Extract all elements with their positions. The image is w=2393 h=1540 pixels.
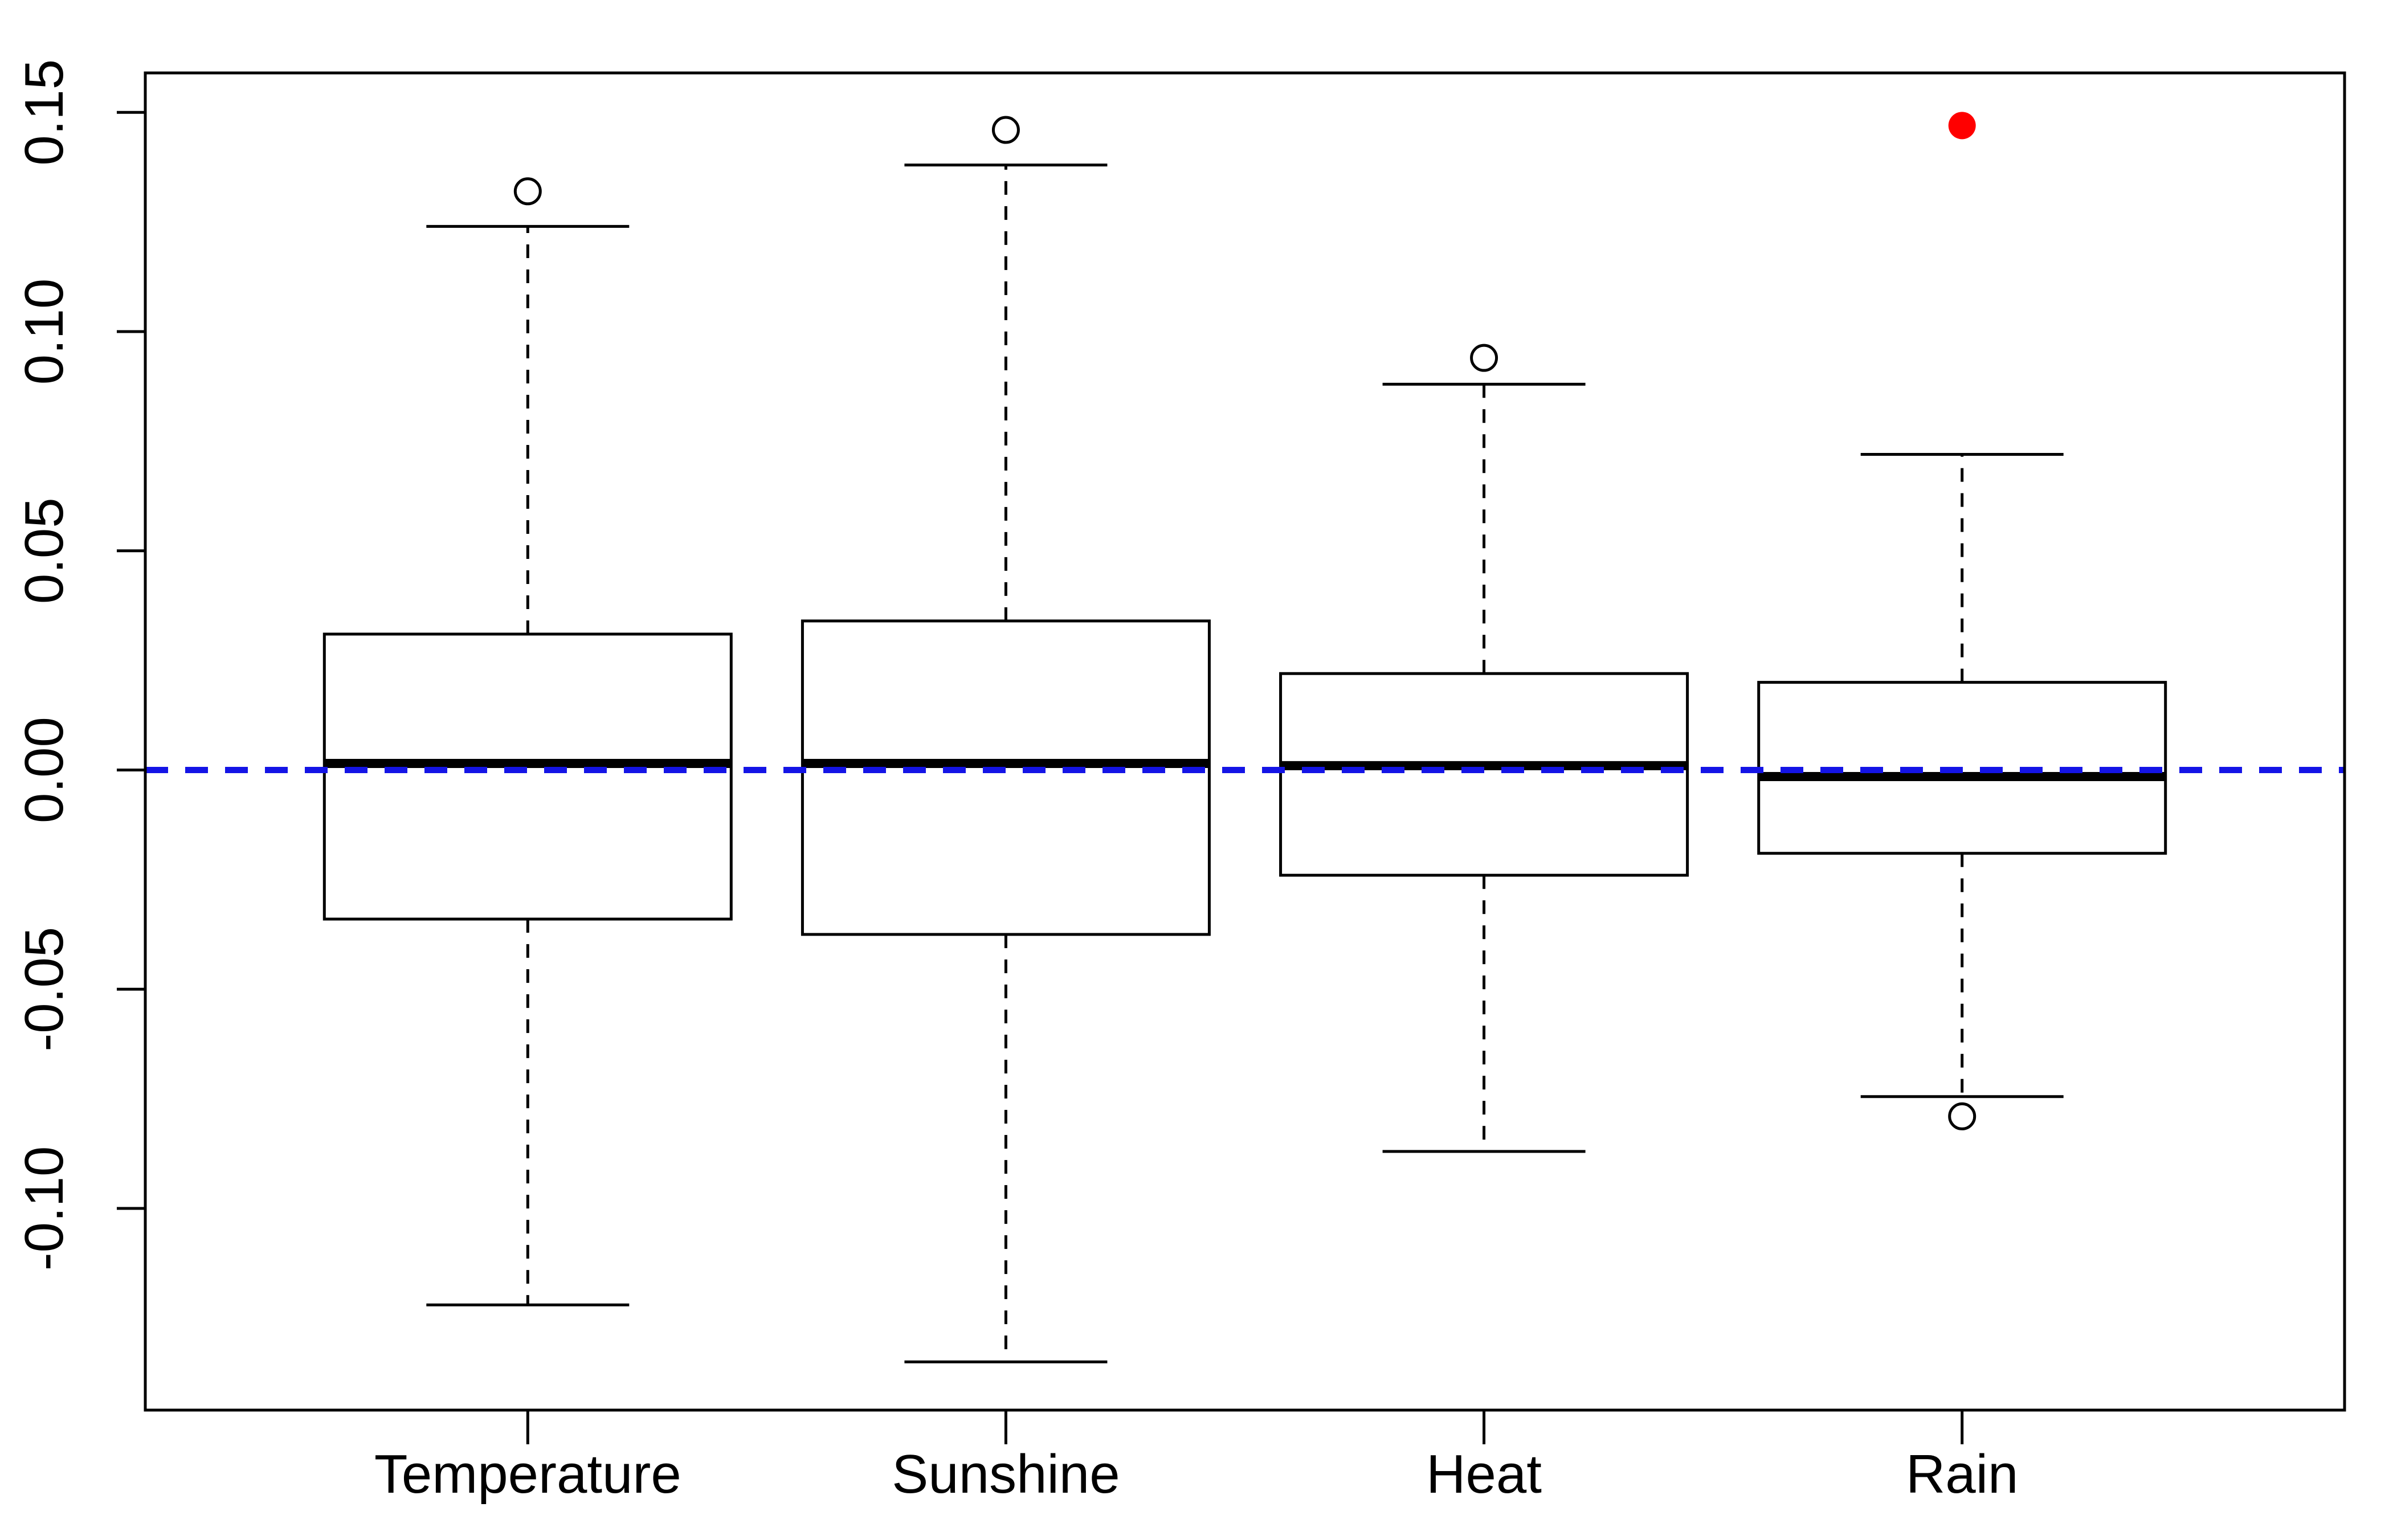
box-iqr	[801, 619, 1211, 936]
x-tick-label: Heat	[1426, 1444, 1542, 1505]
box-iqr	[322, 632, 733, 921]
plot-marks: -0.10 -0.05 0.00 0.05 0.10 0.15 Temperature Sun…	[14, 59, 2345, 1505]
x-tick-label: Temperature	[374, 1444, 681, 1505]
box-group-sunshine	[801, 116, 1211, 1363]
box-group-temperature	[322, 177, 733, 1306]
y-tick-label: 0.15	[14, 59, 75, 166]
y-tick-label: -0.10	[14, 1146, 75, 1271]
box-iqr	[1279, 672, 1689, 877]
outlier-point	[513, 177, 542, 206]
outlier-point	[991, 116, 1020, 144]
y-tick-label: 0.10	[14, 279, 75, 385]
plot-frame	[144, 71, 2346, 1412]
x-tick-label: Rain	[1906, 1444, 2018, 1505]
outlier-point	[1948, 1102, 1977, 1130]
y-tick-label: 0.00	[14, 717, 75, 823]
x-tick-label: Sunshine	[892, 1444, 1120, 1505]
box-group-rain	[1757, 452, 2167, 1130]
y-tick-label: 0.05	[14, 497, 75, 604]
box-group-heat	[1279, 344, 1689, 1153]
y-tick-label: -0.05	[14, 927, 75, 1052]
highlighted-point	[1948, 112, 1976, 140]
outlier-point	[1470, 344, 1498, 372]
